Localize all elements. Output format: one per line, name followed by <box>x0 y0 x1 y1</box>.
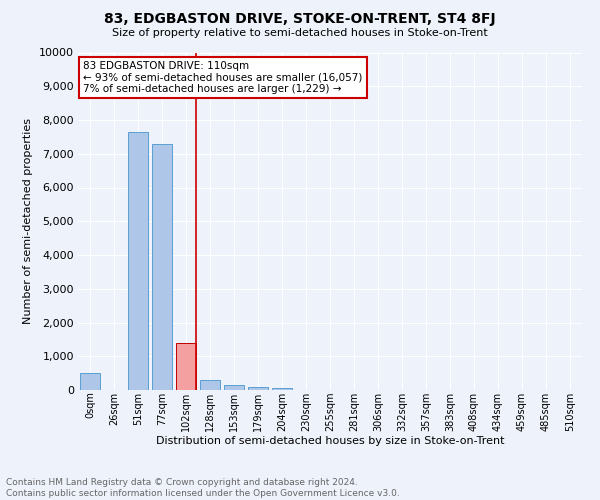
Bar <box>248 387 268 390</box>
Bar <box>152 144 172 390</box>
Bar <box>80 373 100 390</box>
Bar <box>176 344 196 390</box>
Bar <box>272 388 292 390</box>
Text: Contains HM Land Registry data © Crown copyright and database right 2024.
Contai: Contains HM Land Registry data © Crown c… <box>6 478 400 498</box>
Y-axis label: Number of semi-detached properties: Number of semi-detached properties <box>23 118 33 324</box>
Bar <box>200 380 220 390</box>
Text: Size of property relative to semi-detached houses in Stoke-on-Trent: Size of property relative to semi-detach… <box>112 28 488 38</box>
Bar <box>128 132 148 390</box>
Bar <box>224 385 244 390</box>
Text: 83, EDGBASTON DRIVE, STOKE-ON-TRENT, ST4 8FJ: 83, EDGBASTON DRIVE, STOKE-ON-TRENT, ST4… <box>104 12 496 26</box>
X-axis label: Distribution of semi-detached houses by size in Stoke-on-Trent: Distribution of semi-detached houses by … <box>156 436 504 446</box>
Text: 83 EDGBASTON DRIVE: 110sqm
← 93% of semi-detached houses are smaller (16,057)
7%: 83 EDGBASTON DRIVE: 110sqm ← 93% of semi… <box>83 61 362 94</box>
